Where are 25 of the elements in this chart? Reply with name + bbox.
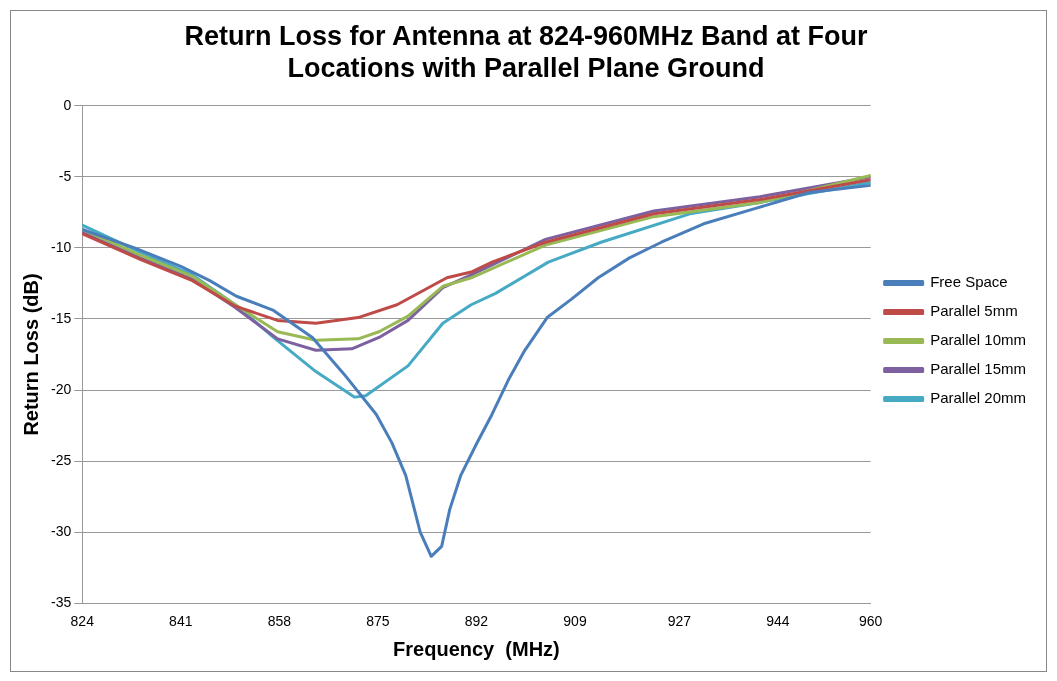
legend-label: Parallel 20mm <box>930 389 1027 407</box>
x-tick-label: 944 <box>766 613 790 630</box>
y-tick-label: 0 <box>63 96 72 113</box>
x-axis-title: Frequency (MHz) <box>393 637 560 660</box>
legend-label: Parallel 5mm <box>930 302 1018 320</box>
x-tick-label: 960 <box>858 613 883 630</box>
x-tick-label: 875 <box>366 613 390 630</box>
y-tick-label: -15 <box>51 309 72 326</box>
y-tick-label: -25 <box>51 451 72 468</box>
x-tick-label: 927 <box>667 613 692 630</box>
chart-title: Return Loss for Antenna at 824-960MHz Band at Four Locations with Parallel Plane Ground <box>184 20 869 84</box>
legend-label: Parallel 10mm <box>930 331 1027 349</box>
y-axis-title: Return Loss (dB) <box>19 273 42 436</box>
legend-label: Parallel 15mm <box>930 360 1027 378</box>
x-tick-label: 841 <box>169 613 193 630</box>
x-tick-label: 824 <box>70 613 95 630</box>
x-tick-label: 909 <box>563 613 587 630</box>
y-tick-label: -30 <box>51 523 72 539</box>
legend-label: Free Space <box>930 273 1008 291</box>
x-tick-label: 858 <box>267 613 292 630</box>
y-tick-label: -35 <box>51 594 72 611</box>
y-tick-label: -10 <box>51 238 72 255</box>
y-tick-label: -5 <box>58 167 72 184</box>
x-tick-label: 892 <box>464 613 489 630</box>
y-tick-label: -20 <box>51 380 72 397</box>
